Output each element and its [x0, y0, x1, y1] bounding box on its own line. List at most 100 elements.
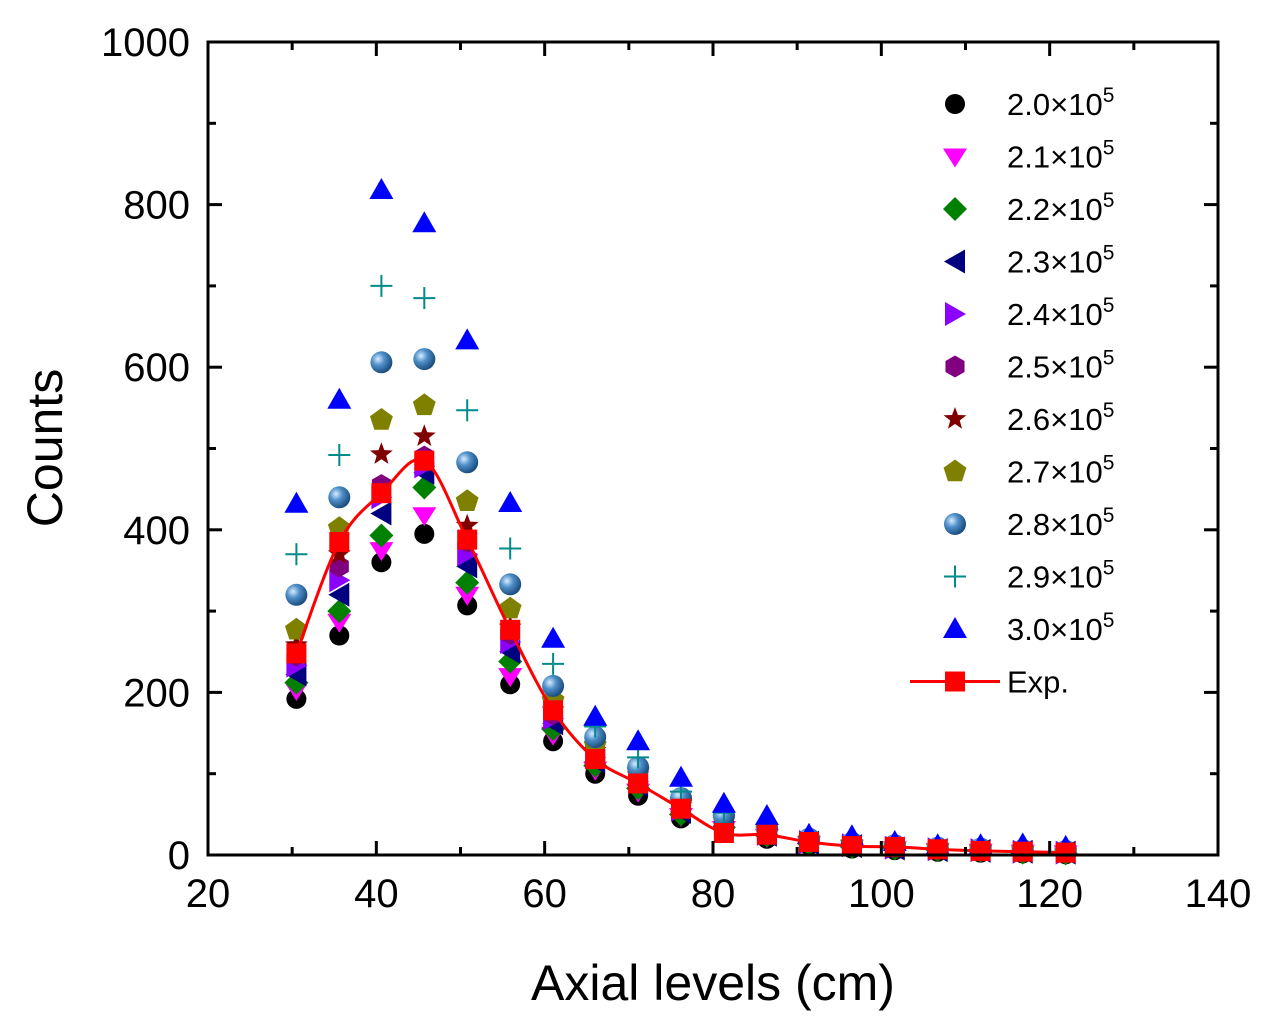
data-point-s11-16	[970, 840, 991, 861]
legend-marker-0	[945, 94, 965, 114]
data-point-s10-0	[284, 491, 309, 513]
data-point-s1-1	[327, 613, 352, 633]
data-point-s3-2	[370, 501, 392, 526]
legend-label-base-8: 2.8×10	[1007, 507, 1103, 542]
data-point-s6-2	[369, 442, 393, 464]
legend-item-6: 2.6×105	[943, 399, 1114, 437]
data-point-s9-5	[499, 537, 522, 560]
legend-item-9: 2.9×105	[944, 557, 1114, 595]
y-tick-label-3: 600	[123, 346, 190, 390]
legend-marker-7	[943, 459, 967, 482]
data-point-s0-2	[371, 552, 392, 573]
legend-label-exponent-9: 5	[1103, 557, 1115, 580]
legend-label-10: 3.0×105	[1007, 609, 1114, 647]
y-tick-label-4: 800	[123, 184, 190, 228]
data-point-s11-17	[1012, 841, 1033, 862]
legend-label-6: 2.6×105	[1007, 399, 1114, 437]
legend-label-4: 2.4×105	[1007, 294, 1114, 332]
data-point-s6-4	[455, 513, 479, 536]
data-point-s3-5	[499, 639, 521, 664]
legend-label-8: 2.8×105	[1007, 504, 1114, 542]
legend-label-exponent-5: 5	[1103, 347, 1115, 370]
x-tick-label-4: 100	[848, 872, 915, 916]
legend-label-base-7: 2.7×10	[1007, 455, 1103, 490]
data-point-s7-4	[455, 489, 479, 512]
legend-label-base-1: 2.1×10	[1007, 140, 1103, 175]
data-point-s7-3	[412, 393, 436, 416]
data-point-s10-11	[754, 804, 779, 825]
data-point-s10-8	[626, 729, 651, 751]
legend-item-1: 2.1×105	[943, 137, 1114, 175]
legend-item-0: 2.0×105	[945, 84, 1114, 122]
legend-label-9: 2.9×105	[1007, 557, 1114, 595]
legend-label-exponent-1: 5	[1103, 137, 1115, 160]
data-point-s11-13	[841, 836, 862, 857]
data-point-s11-14	[884, 836, 905, 857]
series-11	[286, 450, 1076, 863]
legend-label-base-0: 2.0×10	[1007, 87, 1103, 122]
x-axis-title: Axial levels (cm)	[531, 955, 895, 1011]
axes-frame	[206, 40, 1220, 857]
legend-label-0: 2.0×105	[1007, 84, 1114, 122]
data-point-s11-4	[457, 529, 478, 550]
legend-item-4: 2.4×105	[945, 294, 1114, 332]
data-point-s10-10	[711, 791, 736, 813]
data-point-s10-6	[541, 626, 566, 648]
data-point-s9-3	[413, 287, 436, 310]
data-point-s11-12	[799, 832, 819, 852]
data-point-s11-8	[628, 773, 649, 794]
data-point-s8-2	[370, 351, 393, 374]
data-point-s1-4	[455, 586, 480, 606]
data-point-s11-6	[543, 700, 564, 721]
x-tick-label-6: 140	[1185, 872, 1252, 916]
legend-item-8: 2.8×105	[944, 504, 1114, 542]
data-point-s10-2	[369, 178, 394, 199]
data-point-s9-2	[370, 274, 393, 297]
legend-item-2: 2.2×105	[943, 189, 1114, 227]
legend-item-10: 3.0×105	[943, 609, 1114, 647]
data-point-s9-6	[542, 652, 565, 675]
data-point-s10-1	[327, 387, 352, 409]
data-point-s0-1	[329, 625, 350, 646]
legend-label-exponent-8: 5	[1103, 504, 1115, 527]
legend-label-2: 2.2×105	[1007, 189, 1114, 227]
data-point-s11-10	[713, 823, 734, 843]
legend-label-exponent-6: 5	[1103, 399, 1115, 422]
data-point-s11-18	[1055, 842, 1076, 863]
data-point-s9-0	[285, 543, 308, 566]
legend-label-5: 2.5×105	[1007, 347, 1114, 385]
legend-label-base-3: 2.3×10	[1007, 245, 1103, 280]
data-point-s1-5	[498, 668, 523, 688]
legend-label-base-4: 2.4×10	[1007, 297, 1103, 332]
x-tick-label-5: 120	[1016, 872, 1083, 916]
data-point-s7-2	[369, 408, 393, 430]
legend-label-exponent-0: 5	[1103, 84, 1115, 107]
data-point-s11-0	[286, 643, 307, 664]
x-tick-label-2: 60	[522, 872, 567, 916]
y-tick-label-0: 0	[168, 834, 190, 878]
legend-item-11: Exp.	[910, 665, 1069, 700]
data-point-s10-9	[669, 765, 693, 787]
legend-marker-3	[944, 249, 965, 274]
x-tick-label-0: 20	[186, 872, 231, 916]
legend-label-3: 2.3×105	[1007, 242, 1114, 280]
data-point-s8-5	[499, 573, 522, 596]
data-point-s8-1	[328, 486, 351, 509]
data-point-s2-2	[369, 523, 394, 548]
legend-label-exponent-10: 5	[1103, 609, 1115, 632]
data-point-s11-1	[329, 532, 350, 552]
legend-label-base-11: Exp.	[1007, 665, 1069, 700]
data-point-s8-6	[542, 674, 565, 697]
data-point-s8-4	[456, 451, 479, 474]
y-tick-label-5: 1000	[101, 21, 190, 65]
data-point-s7-5	[498, 596, 522, 619]
data-point-s11-11	[756, 824, 777, 845]
legend-marker-4	[945, 302, 966, 326]
data-point-s11-5	[500, 619, 521, 640]
legend-item-5: 2.5×105	[945, 347, 1114, 385]
data-point-s3-4	[456, 554, 478, 579]
data-point-s2-4	[455, 570, 480, 595]
data-point-s6-1	[327, 542, 351, 564]
data-point-s10-4	[455, 328, 480, 350]
